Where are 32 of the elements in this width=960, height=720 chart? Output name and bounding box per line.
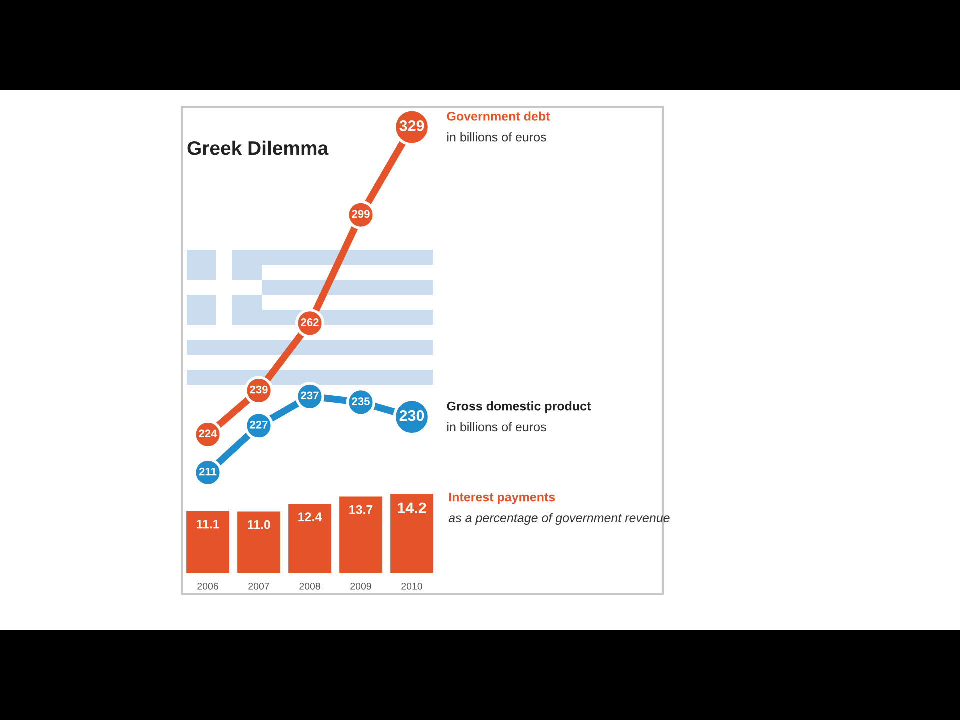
x-tick-label: 2009 [350,582,372,590]
data-label: 299 [352,210,370,218]
data-label: 224 [199,430,218,438]
x-tick-label: 2006 [198,582,218,590]
data-label: 235 [352,398,370,406]
series-label: Gross domestic product [447,402,592,414]
data-label: 11.0 [248,520,270,530]
data-label: 14.2 [398,502,426,514]
bar [238,512,280,573]
text: Greek Dilemma [188,140,329,156]
data-label: 239 [250,386,268,394]
data-label: 12.4 [298,512,322,522]
data-label: 211 [199,468,217,476]
annotation: in billions of euros [448,132,546,142]
data-label: 262 [301,318,319,326]
bar [288,504,332,573]
data-label: 329 [400,120,424,132]
data-label: 13.7 [350,505,373,514]
bar [390,494,434,573]
series-label: Interest payments [449,492,556,504]
bar [340,496,382,573]
text: as a percentage of government revenue [448,513,670,525]
series-label: Government debt [447,112,550,121]
x-tick-label: 2007 [248,582,270,590]
x-tick-label: 2008 [300,582,320,590]
bar [186,511,230,573]
data-label: 237 [301,392,319,400]
annotation: in billions of euros [448,422,546,432]
data-label: 11.1 [196,520,220,529]
data-label: 230 [400,410,424,422]
x-tick-label: 2010 [402,582,422,590]
data-label: 227 [250,421,268,429]
